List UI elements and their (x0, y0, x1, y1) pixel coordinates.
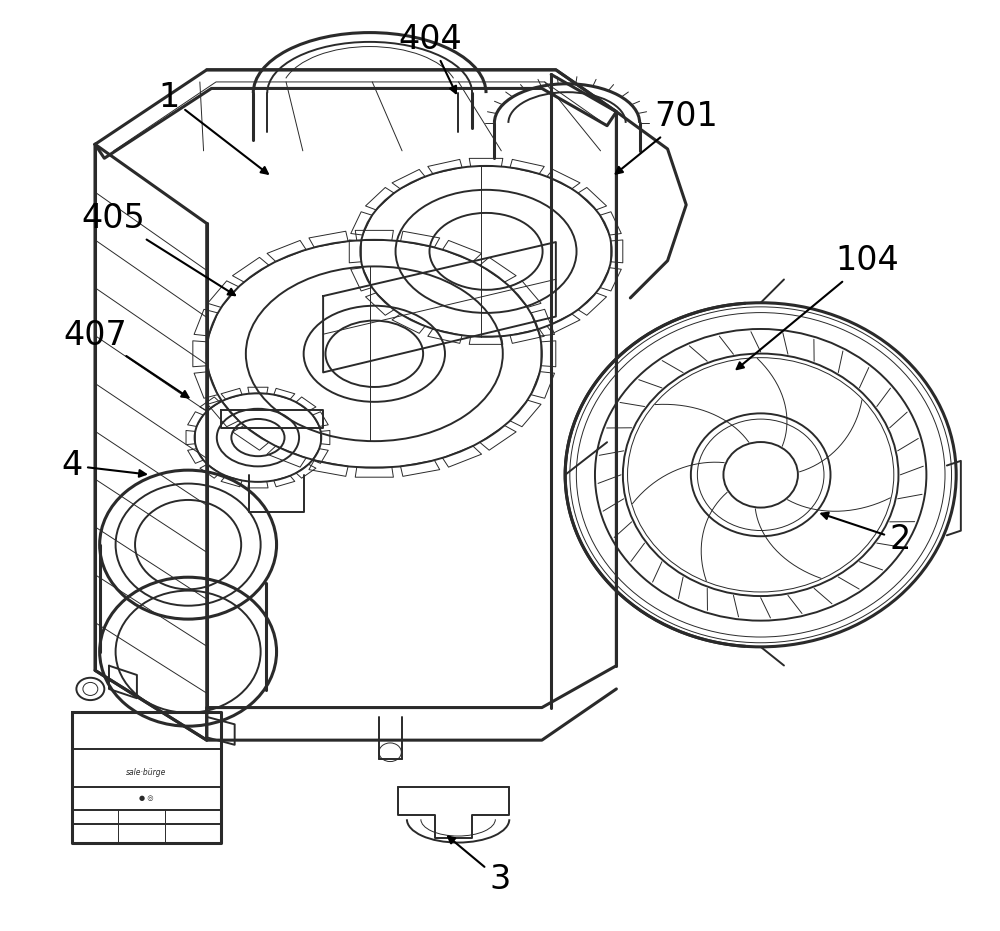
Text: sale·bürge: sale·bürge (126, 768, 166, 777)
Text: 404: 404 (398, 22, 462, 93)
Text: 1: 1 (159, 81, 268, 174)
Text: 2: 2 (821, 513, 911, 557)
Text: ● ◎: ● ◎ (139, 795, 153, 801)
Text: 4: 4 (61, 449, 146, 482)
Text: 405: 405 (82, 202, 235, 295)
Text: 407: 407 (63, 318, 189, 398)
Text: 104: 104 (737, 244, 900, 369)
Text: 3: 3 (448, 837, 511, 897)
Text: 701: 701 (616, 100, 718, 174)
